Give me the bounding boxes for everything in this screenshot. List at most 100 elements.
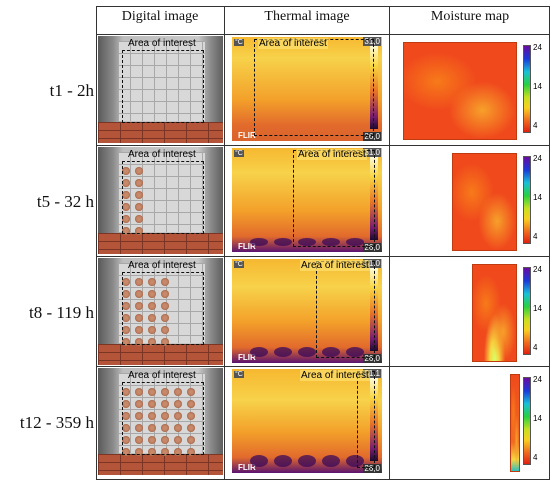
- moisture-spot: [161, 424, 169, 432]
- moisture-spot: [135, 278, 143, 286]
- moisture-spot: [148, 302, 156, 310]
- table-line: [389, 6, 390, 479]
- colorbar-min: 4: [533, 232, 538, 241]
- colorbar-mid: 14: [533, 193, 542, 202]
- thermal-cold-spot: [322, 455, 340, 467]
- table-line: [96, 34, 550, 35]
- moisture-spot: [148, 314, 156, 322]
- moisture-spot: [148, 338, 156, 346]
- moisture-spot: [161, 314, 169, 322]
- moisture-spot: [135, 302, 143, 310]
- table-line: [96, 6, 97, 479]
- moisture-spot: [135, 448, 143, 456]
- colorbar-max: 24: [533, 265, 542, 274]
- moisture-spot: [135, 179, 143, 187]
- row-label: t5 - 32 h: [36, 192, 94, 211]
- thermal-max: 31,0: [363, 37, 381, 46]
- thermal-cold-spot: [322, 238, 340, 246]
- area-of-interest-box: [122, 161, 204, 234]
- thermal-cold-spot: [250, 455, 268, 467]
- moisture-spot: [135, 290, 143, 298]
- table-line: [96, 366, 550, 367]
- colorbar-mid: 14: [533, 414, 542, 423]
- thermal-image: °C 31,1 26,0 FLIR Area of interest: [232, 369, 382, 473]
- test-wall-panel: [118, 41, 205, 121]
- moisture-spot: [187, 412, 195, 420]
- moisture-spot: [187, 400, 195, 408]
- moisture-spot: [122, 314, 130, 322]
- moisture-spot: [122, 436, 130, 444]
- moisture-spot: [161, 436, 169, 444]
- moisture-spot: [135, 388, 143, 396]
- moisture-spot: [174, 448, 182, 456]
- row-label: t8 - 119 h: [28, 303, 94, 322]
- area-of-interest-box: [293, 150, 375, 247]
- colorbar-min: 4: [533, 121, 538, 130]
- moisture-spot: [148, 448, 156, 456]
- thermal-cold-spot: [274, 238, 292, 246]
- thermal-min: 26,0: [363, 464, 381, 473]
- thermal-unit: °C: [234, 261, 244, 268]
- area-of-interest-label: Area of interest: [297, 149, 367, 160]
- moisture-colorbar: [523, 377, 531, 465]
- moisture-spot: [148, 412, 156, 420]
- moisture-spot: [135, 412, 143, 420]
- moisture-spot: [135, 191, 143, 199]
- moisture-spot: [122, 424, 130, 432]
- thermal-min: 26,0: [363, 132, 381, 141]
- moisture-spot: [122, 191, 130, 199]
- area-of-interest-label: Area of interest: [128, 149, 196, 160]
- moisture-spot: [122, 412, 130, 420]
- moisture-colorbar: [523, 267, 531, 355]
- thermal-cold-spot: [298, 238, 316, 246]
- moisture-spot: [135, 326, 143, 334]
- thermal-cold-spot: [346, 455, 364, 467]
- flir-logo: FLIR: [238, 242, 256, 251]
- header-thermal: Thermal image: [264, 9, 350, 24]
- test-wall-panel: [118, 152, 205, 232]
- moisture-spot: [148, 424, 156, 432]
- area-of-interest-box: [122, 382, 204, 455]
- brick-base: [98, 454, 223, 475]
- moisture-spot: [122, 302, 130, 310]
- colorbar-mid: 14: [533, 82, 542, 91]
- thermal-scale-bar: [370, 45, 378, 129]
- area-of-interest-box: [122, 50, 204, 123]
- thermal-cold-spot: [250, 238, 268, 246]
- moisture-spot: [174, 424, 182, 432]
- moisture-spot: [135, 436, 143, 444]
- moisture-spot: [122, 278, 130, 286]
- moisture-spot: [148, 278, 156, 286]
- moisture-spot: [122, 448, 130, 456]
- moisture-spot: [122, 290, 130, 298]
- digital-image: Area of interest: [98, 36, 223, 143]
- row-label: t12 - 359 h: [19, 413, 94, 432]
- moisture-spot: [161, 278, 169, 286]
- area-of-interest-box: [254, 39, 374, 136]
- thermal-unit: °C: [234, 150, 244, 157]
- area-of-interest-label: Area of interest: [128, 38, 196, 49]
- colorbar-max: 24: [533, 43, 542, 52]
- area-of-interest-box: [357, 371, 375, 468]
- moisture-spot: [135, 338, 143, 346]
- thermal-cold-spot: [274, 347, 292, 357]
- area-of-interest-label: Area of interest: [258, 38, 328, 49]
- header-digital: Digital image: [121, 9, 199, 24]
- thermal-image: °C 31,0 26,0 FLIR Area of interest: [232, 37, 382, 141]
- digital-image: Area of interest: [98, 258, 223, 365]
- flir-logo: FLIR: [238, 463, 256, 472]
- flir-logo: FLIR: [238, 131, 256, 140]
- area-of-interest-label: Area of interest: [300, 260, 370, 271]
- moisture-spot: [174, 388, 182, 396]
- moisture-spot: [135, 424, 143, 432]
- moisture-spot: [122, 167, 130, 175]
- moisture-spot: [135, 400, 143, 408]
- thermal-unit: °C: [234, 39, 244, 46]
- digital-image: Area of interest: [98, 147, 223, 254]
- thermal-max: 31,1: [363, 369, 381, 378]
- moisture-spot: [174, 412, 182, 420]
- thermal-min: 26,0: [363, 354, 381, 363]
- digital-image: Area of interest: [98, 368, 223, 475]
- thermal-max: 31,0: [363, 259, 381, 268]
- brick-base: [98, 233, 223, 254]
